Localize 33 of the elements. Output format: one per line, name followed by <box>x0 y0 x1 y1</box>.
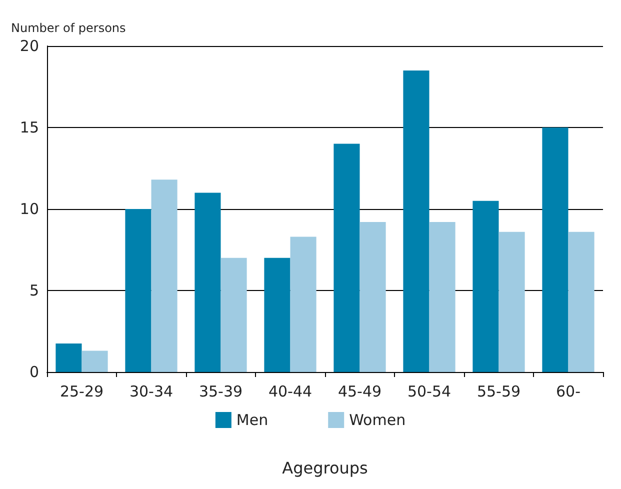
x-tick-label: 25-29 <box>60 382 104 400</box>
y-tick-label: 15 <box>20 118 39 136</box>
bar <box>220 258 247 372</box>
x-tick-label: 45-49 <box>338 382 382 400</box>
bar <box>498 232 525 372</box>
bar <box>82 350 108 372</box>
bar <box>429 222 456 372</box>
legend-label: Women <box>349 411 406 429</box>
x-tick-label: 30-34 <box>129 382 174 400</box>
bar <box>264 258 290 372</box>
bar <box>360 222 386 372</box>
x-tick-label: 60- <box>556 382 580 400</box>
x-tick-label: 40-44 <box>268 382 312 400</box>
bar <box>334 144 360 372</box>
y-tick-label: 10 <box>20 200 39 218</box>
bar <box>194 192 221 372</box>
y-tick-label: 0 <box>29 363 39 381</box>
x-tick-label: 50-54 <box>407 382 452 400</box>
y-tick-label: 20 <box>20 37 39 55</box>
bar <box>290 236 316 372</box>
y-axis-title: Number of persons <box>11 21 126 35</box>
legend-label: Men <box>236 411 268 429</box>
x-tick-label: 55-59 <box>476 382 521 400</box>
bar <box>403 70 430 372</box>
y-tick-label: 5 <box>29 282 39 300</box>
bar <box>472 200 499 372</box>
bar <box>56 343 82 372</box>
bar <box>151 180 178 372</box>
bar <box>568 232 594 372</box>
bar <box>125 209 152 372</box>
x-axis-title: Agegroups <box>282 458 368 478</box>
bar <box>542 128 568 372</box>
x-tick-label: 35-39 <box>198 382 243 400</box>
